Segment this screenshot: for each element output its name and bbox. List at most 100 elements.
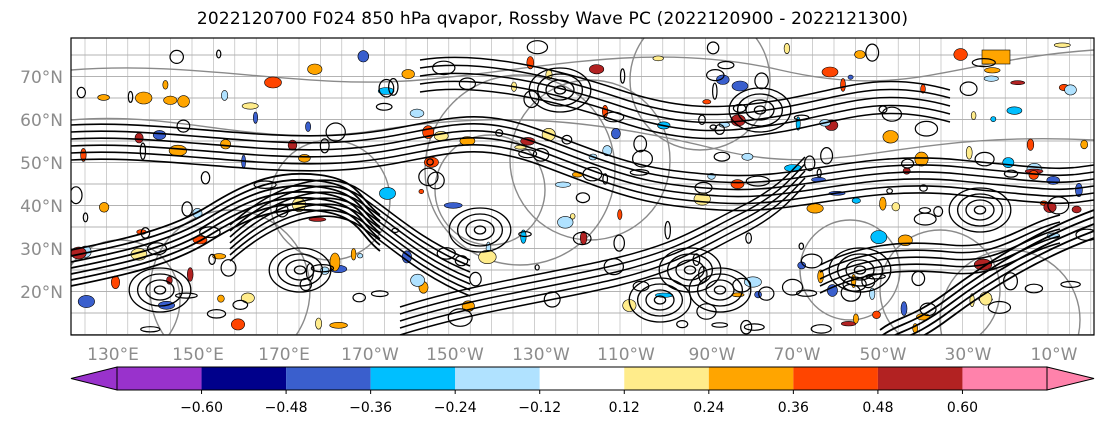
closed-contour [153, 285, 167, 295]
anomaly-patch [305, 121, 311, 132]
closed-contour [732, 103, 747, 113]
anomaly-patch [1043, 201, 1057, 213]
anomaly-patch [135, 91, 153, 105]
colorbar-frame [116, 366, 1048, 391]
contour-line [71, 190, 381, 269]
anomaly-patch [652, 55, 664, 62]
closed-contour [696, 273, 744, 307]
closed-contour [842, 276, 867, 292]
anomaly-patch [409, 108, 425, 118]
contour-line [399, 177, 806, 329]
closed-contour [310, 264, 335, 273]
closed-contour [745, 175, 771, 187]
closed-contour [676, 320, 689, 329]
closed-contour [448, 207, 512, 253]
anomaly-patch [357, 253, 364, 259]
contour-line [419, 88, 951, 140]
closed-contour [232, 299, 249, 310]
closed-contour [602, 173, 609, 185]
closed-contour [299, 277, 312, 292]
closed-contour [675, 259, 705, 281]
colorbar-segment [201, 367, 287, 390]
anomaly-patch [357, 50, 369, 63]
closed-contour [275, 203, 289, 218]
closed-contour [732, 277, 752, 293]
closed-contour [305, 263, 314, 282]
contour-line [399, 184, 806, 335]
anomaly-patch [220, 139, 231, 150]
anomaly-patch [953, 48, 968, 61]
closed-contour [845, 259, 875, 281]
anomaly-patch [264, 76, 282, 89]
closed-contour [176, 119, 191, 133]
closed-contour [169, 49, 184, 65]
contour-line [229, 203, 471, 285]
contour-line [71, 151, 1094, 212]
contour-line [71, 123, 1094, 184]
anomaly-patch [879, 196, 887, 211]
gray-contour [149, 209, 311, 335]
closed-contour [706, 41, 720, 55]
closed-contour [532, 147, 550, 162]
colorbar-tick-label: −0.24 [434, 400, 477, 416]
lon-label-150E: 150°E [172, 345, 224, 365]
contour-line [819, 214, 1061, 266]
closed-contour [886, 188, 893, 194]
anomaly-patch [308, 217, 327, 222]
closed-contour [658, 247, 722, 293]
anomaly-patch [854, 50, 866, 59]
closed-contour [473, 225, 487, 235]
closed-contour [140, 326, 161, 333]
colorbar-tick-label: 0.60 [947, 400, 978, 416]
closed-contour [352, 292, 366, 303]
gray-contour [424, 74, 616, 266]
contour-line [229, 209, 471, 291]
anomaly-patch [418, 189, 424, 195]
closed-contour [683, 265, 697, 275]
closed-contour [495, 129, 504, 137]
closed-contour [1047, 196, 1070, 215]
anomaly-patch [900, 301, 908, 316]
anomaly-patch [847, 74, 854, 80]
closed-contour [793, 114, 810, 121]
lon-label-50W: 50°W [860, 345, 907, 365]
closed-contour [215, 49, 222, 59]
closed-contour [534, 264, 540, 271]
anomaly-patch [152, 130, 167, 140]
anomaly-patch [1002, 157, 1015, 168]
closed-contour [199, 226, 221, 239]
closed-contour [582, 166, 603, 182]
anomaly-patch [853, 313, 859, 324]
contour-line [419, 72, 951, 124]
anomaly-patch [315, 317, 322, 330]
anomaly-patch [1080, 139, 1088, 150]
closed-contour [447, 308, 473, 327]
closed-contour [711, 322, 729, 328]
lat-label-20N: 20°N [20, 283, 63, 303]
closed-contour [603, 258, 625, 276]
colorbar-segment [539, 367, 625, 390]
anomaly-patch [1028, 170, 1039, 180]
anomaly-patch [253, 111, 259, 124]
closed-contour [432, 60, 456, 76]
colorbar-tick-label: −0.36 [349, 400, 392, 416]
anomaly-patch [443, 202, 463, 209]
closed-contour [709, 124, 718, 130]
closed-contour [561, 134, 573, 145]
closed-contour [319, 138, 330, 154]
contour-line [71, 130, 1094, 191]
anomaly-patch [589, 64, 605, 75]
closed-contour [948, 187, 1012, 233]
anomaly-patch [851, 197, 861, 204]
anomaly-patch [1064, 84, 1077, 96]
closed-contour [713, 151, 731, 162]
lat-label-70N: 70°N [20, 68, 63, 88]
closed-contour [518, 149, 538, 159]
anomaly-patch [1071, 205, 1082, 214]
lat-label-60N: 60°N [20, 111, 63, 131]
gray-contour [629, 38, 771, 151]
contour-line [229, 215, 471, 297]
closed-contour [810, 324, 832, 334]
anomaly-patch [241, 102, 259, 110]
contour-line [399, 170, 806, 322]
